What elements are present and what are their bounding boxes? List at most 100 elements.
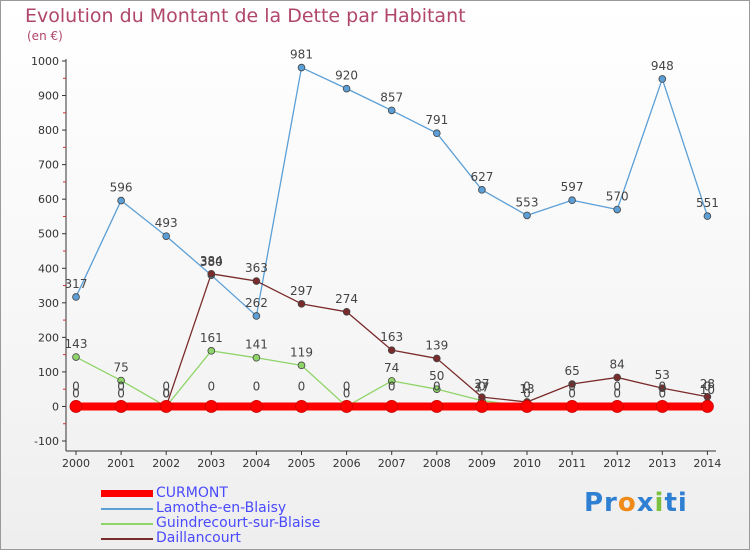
logo-part: Pr (584, 488, 618, 518)
series-point (610, 400, 624, 413)
series-point (478, 393, 486, 401)
data-label: 297 (290, 284, 313, 298)
series-point (297, 300, 306, 308)
data-label: 0 (117, 379, 125, 393)
y-tick-label: 400 (38, 262, 59, 275)
proxiti-logo: Proxiti (584, 488, 688, 518)
legend-swatch (101, 523, 153, 525)
data-label: 0 (658, 386, 666, 400)
x-tick-label: 2014 (693, 457, 721, 470)
y-tick-label: 100 (38, 366, 59, 379)
series-point (432, 354, 441, 363)
x-tick-label: 2011 (558, 457, 586, 470)
y-tick-label: 0 (52, 400, 59, 413)
data-label: 27 (474, 377, 489, 391)
series-point (568, 380, 576, 388)
series-point (658, 384, 667, 392)
series-point (69, 400, 83, 413)
data-label: 0 (343, 379, 351, 393)
series-point (204, 400, 218, 413)
series-point (568, 196, 576, 205)
series-point (430, 400, 444, 413)
series-point (613, 373, 621, 382)
data-label: 0 (207, 379, 215, 393)
series-point (658, 75, 667, 83)
x-tick-label: 2010 (513, 457, 541, 470)
legend-label: CURMONT (156, 485, 228, 501)
data-label: 75 (113, 361, 128, 375)
series-point (432, 129, 441, 138)
y-tick-label: -100 (34, 435, 59, 448)
data-label: 0 (568, 379, 576, 393)
data-label: 0 (253, 379, 261, 393)
data-label: 0 (162, 386, 170, 400)
series-point (703, 212, 712, 220)
legend-label: Daillancourt (156, 530, 241, 546)
chart-points (69, 63, 714, 413)
series-point (432, 385, 441, 393)
unit-label: (en €) (27, 29, 63, 43)
series-point (523, 211, 531, 220)
series-point (252, 277, 261, 285)
data-label: 0 (162, 379, 170, 393)
logo-part: i (654, 488, 665, 518)
series-point (342, 84, 351, 93)
data-label: 0 (298, 379, 306, 393)
series-point (387, 106, 396, 115)
series-point (475, 400, 489, 413)
data-label: 948 (651, 59, 674, 73)
series-point (340, 400, 354, 413)
data-label: 163 (380, 330, 403, 344)
data-label: 0 (72, 386, 80, 400)
data-label: 13 (519, 382, 534, 396)
data-label: 493 (155, 216, 178, 230)
data-label: 317 (65, 277, 88, 291)
data-label: 53 (655, 368, 670, 382)
data-label: 141 (245, 338, 268, 352)
legend-label: Guindrecourt-sur-Blaise (156, 515, 321, 531)
data-label: 0 (388, 379, 396, 393)
series-point (295, 400, 308, 413)
x-tick-label: 2003 (197, 457, 225, 470)
legend-label: Lamothe-en-Blaisy (156, 500, 287, 516)
series-point (117, 196, 125, 205)
series-point (701, 400, 714, 413)
data-label: 0 (72, 379, 80, 393)
y-tick-label: 700 (38, 159, 59, 172)
data-label: 384 (200, 254, 223, 268)
series-point (162, 232, 171, 240)
data-label: 28 (700, 377, 715, 391)
y-tick-label: 900 (38, 90, 59, 103)
y-tick-label: 300 (38, 297, 59, 310)
y-tick-label: 200 (38, 331, 59, 344)
data-label: 0 (658, 379, 666, 393)
data-label: 65 (564, 364, 579, 378)
series-point (114, 400, 128, 413)
data-label: 627 (470, 170, 493, 184)
series-point (207, 269, 216, 278)
data-label: 0 (704, 379, 712, 393)
data-label: 553 (516, 195, 539, 209)
series-point (159, 400, 173, 413)
y-tick-label: 600 (38, 193, 59, 206)
line-chart: -100010020030040050060070080090010002000… (31, 48, 721, 470)
logo-part: x (636, 488, 655, 518)
data-label: 791 (425, 113, 448, 127)
data-label: 0 (523, 386, 531, 400)
data-label: 0 (523, 379, 531, 393)
data-label: 920 (335, 69, 358, 83)
x-tick-label: 2000 (62, 457, 90, 470)
x-tick-label: 2005 (288, 457, 316, 470)
x-tick-label: 2012 (603, 457, 631, 470)
data-label: 0 (162, 386, 170, 400)
data-label: 0 (433, 379, 441, 393)
series-point (72, 353, 80, 361)
data-label: 139 (425, 338, 448, 352)
data-label: 981 (290, 48, 313, 62)
series-point (117, 376, 125, 385)
series-point (252, 312, 261, 320)
x-tick-label: 2001 (107, 457, 135, 470)
data-label: 0 (117, 386, 125, 400)
series-point (478, 186, 486, 194)
